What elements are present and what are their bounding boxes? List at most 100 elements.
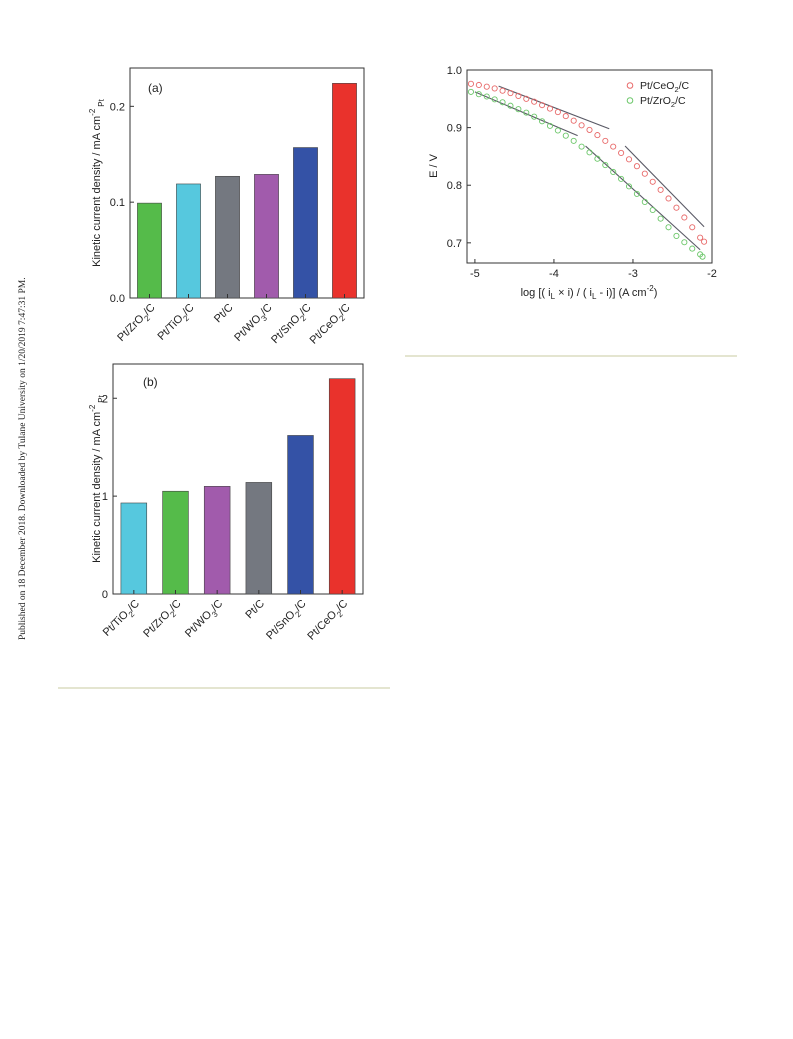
data-point [467,80,475,87]
data-point [665,195,672,202]
panel-b-y-axis-label: Kinetic current density / mA cm-2Pt [88,394,106,562]
data-point [570,137,577,144]
y-tick-label: 0.2 [110,101,125,113]
panel-a-label: (a) [148,81,163,95]
bar-ptc [245,482,273,595]
x-tick-label: -4 [549,268,559,280]
y-tick-label: 0.7 [447,238,462,250]
x-tick-label: -5 [470,268,480,280]
x-tick-label: Pt/ZrO2/C [141,598,185,642]
panel-b-label: (b) [143,375,158,389]
x-tick-label: -3 [628,268,638,280]
data-point [578,143,585,150]
data-point [475,91,482,98]
x-tick-label: Pt/TiO2/C [155,302,198,345]
data-point [562,113,569,120]
data-point [539,118,546,125]
data-point [699,253,706,260]
data-point [499,87,506,94]
panel-a-y-axis-label: Kinetic current density / mA cm-2Pt [88,98,106,266]
data-point [618,175,625,182]
data-point [633,190,640,197]
legend-label: Pt/ZrO2/C [640,95,686,109]
panel-c-y-axis-label: E / V [428,153,440,178]
data-point [554,127,561,134]
data-point [681,239,688,246]
data-point [507,102,514,109]
legend-label: Pt/CeO2/C [640,80,690,94]
panel-c-plot-frame [466,69,713,264]
fit-line [624,145,705,228]
data-point [641,170,648,177]
panel-b-plot-frame [112,363,364,595]
legend-marker [626,82,634,89]
data-point [483,93,490,100]
x-tick-label: Pt/CeO2/C [308,302,355,349]
fit-line [585,145,701,251]
data-point [491,85,498,92]
data-point [491,96,498,103]
data-point [673,232,680,239]
panel-a-plot-frame [129,67,365,299]
bar-ptceo [332,83,357,299]
x-tick-label: Pt/WO3/C [183,598,227,642]
data-point [570,117,577,124]
fit-line [474,91,578,137]
data-point [701,238,708,245]
data-point [562,132,569,139]
x-tick-label: -2 [707,268,717,280]
data-point [657,215,664,222]
data-point [578,122,585,129]
data-point [697,234,704,241]
x-tick-label: Pt/C [243,598,267,622]
y-tick-label: 0 [102,589,108,601]
bar-ptzro [137,202,162,299]
panel-b-bar-chart: (b) 012 Pt/TiO2/CPt/ZrO2/CPt/WO3/C Pt/CPt… [88,363,364,645]
data-point [499,99,506,106]
data-point [649,178,656,185]
data-point [649,206,656,214]
data-point [689,224,696,231]
data-point [546,122,554,129]
data-point [610,143,617,150]
panel-c-scatter-chart: -5 -4 -3 -2 0.7 0.8 0.9 1.0 E / V log [( iL × … [428,65,717,301]
x-tick-label: Pt/TiO2/C [101,598,144,641]
bar-pttio [176,183,201,299]
panel-a-bar-chart: (a) 0.00.10.2 Pt/ZrO2/CPt/TiO2/C Pt/CPt/W… [88,67,365,349]
bar-ptceo [328,378,356,595]
panel-c-legend: Pt/CeO2/CPt/ZrO2/C [626,80,690,109]
legend-marker [626,97,634,104]
data-point [546,105,554,112]
data-point [483,83,490,90]
data-point [586,149,593,156]
bar-pttio [120,502,148,595]
data-point [681,214,688,221]
data-point [602,137,609,144]
data-point [602,162,609,169]
x-tick-label: Pt/SnO2/C [264,598,311,645]
y-tick-label: 1.0 [447,65,462,77]
fit-line [498,85,610,130]
bar-ptsno [293,147,318,299]
data-point [554,109,561,116]
x-tick-label: Pt/CeO2/C [305,598,352,645]
data-point [515,92,522,99]
data-point [475,81,482,89]
data-point [523,109,530,116]
data-point [515,106,522,113]
data-point [657,186,664,193]
data-point [594,132,601,139]
data-point [625,156,633,163]
data-point [633,163,640,170]
y-tick-label: 2 [102,393,108,405]
y-tick-label: 1 [102,491,108,503]
x-tick-label: Pt/SnO2/C [269,302,316,349]
y-tick-label: 0.8 [447,180,462,192]
data-point [673,204,680,211]
data-point [594,155,601,162]
panel-c-x-axis-label: log [( iL × i) / ( iL - i)] (A cm-2) [521,284,658,301]
y-tick-label: 0.1 [110,197,125,209]
y-tick-label: 0.9 [447,123,462,135]
data-point [610,168,617,176]
